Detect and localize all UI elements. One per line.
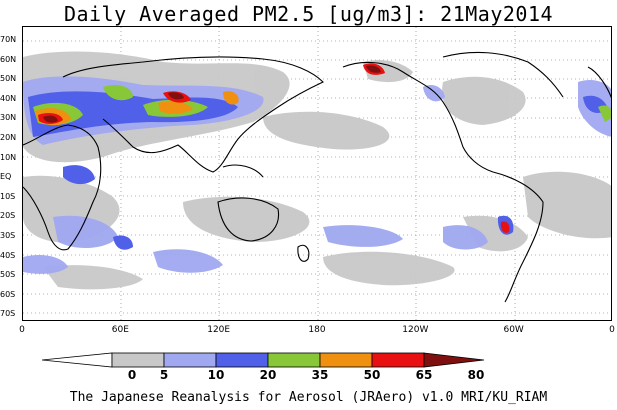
colorbar-tick-0: 0: [127, 368, 137, 382]
pm25-darkred-field: [43, 65, 381, 123]
colorbar-tick-5: 5: [159, 368, 169, 382]
lon-label-120w: 120W: [402, 325, 429, 335]
footer-credit: The Japanese Reanalysis for Aerosol (JRA…: [69, 390, 548, 405]
colorbar-segments: [42, 352, 485, 368]
pm25-map-svg: [23, 27, 611, 320]
lon-label-120e: 120E: [207, 325, 231, 335]
lat-label-50s: 50S: [0, 270, 16, 280]
lat-label-70s: 70S: [0, 309, 16, 319]
lon-label-0: 0: [19, 325, 25, 335]
lat-label-60n: 60N: [0, 54, 17, 64]
lat-label-20s: 20S: [0, 211, 16, 221]
coastlines: [23, 51, 611, 303]
lat-label-40s: 40S: [0, 250, 16, 260]
lon-label-60w: 60W: [503, 325, 524, 335]
map-title: Daily Averaged PM2.5 [ug/m3]: 21May2014: [63, 2, 554, 26]
colorbar-segment-4: [267, 352, 321, 368]
colorbar-segment-5: [319, 352, 373, 368]
lat-label-30s: 30S: [0, 231, 16, 240]
lat-label-50n: 50N: [0, 74, 17, 84]
colorbar-arrow-low: [42, 352, 113, 368]
colorbar-tick-65: 65: [415, 368, 433, 382]
lat-label-eq: EQ: [0, 172, 12, 182]
lon-label-0: 0: [609, 325, 615, 335]
lon-label-60e: 60E: [111, 325, 129, 335]
colorbar-segment-3: [215, 352, 269, 368]
colorbar-tick-80: 80: [467, 368, 485, 382]
lon-label-180: 180: [308, 325, 326, 335]
lat-label-20n: 20N: [0, 133, 17, 142]
lat-label-10n: 10N: [0, 152, 17, 162]
lat-label-10s: 10S: [0, 191, 16, 201]
colorbar-segment-1: [111, 352, 165, 368]
colorbar-tick-35: 35: [311, 368, 329, 382]
colorbar-tick-20: 20: [259, 368, 277, 382]
lat-label-70n: 70N: [0, 35, 17, 44]
lat-label-30n: 30N: [0, 113, 17, 123]
pm25-map: [22, 26, 612, 321]
colorbar-tick-50: 50: [363, 368, 381, 382]
colorbar: [42, 352, 485, 368]
lat-label-40n: 40N: [0, 93, 17, 103]
colorbar-tick-10: 10: [207, 368, 225, 382]
colorbar-arrow-high: [423, 352, 485, 368]
colorbar-segment-2: [163, 352, 217, 368]
lat-label-60s: 60S: [0, 289, 16, 299]
colorbar-segment-6: [371, 352, 425, 368]
